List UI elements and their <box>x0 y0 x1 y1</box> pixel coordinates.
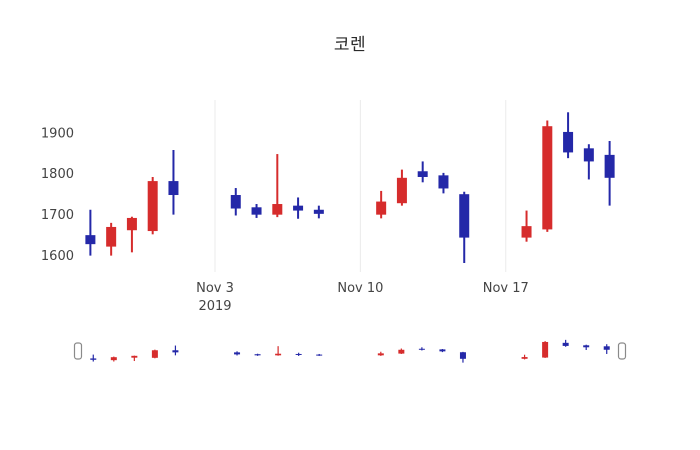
candle-body <box>604 154 615 178</box>
candle-mini <box>603 344 610 354</box>
candle-mini <box>377 351 384 356</box>
candle-body <box>147 181 158 232</box>
candle-body <box>603 346 610 350</box>
candle-body <box>151 350 158 358</box>
candle-body <box>583 345 590 348</box>
candle <box>251 204 262 218</box>
candle-mini <box>521 354 528 360</box>
candle-body <box>272 204 283 215</box>
candle-mini <box>316 353 323 356</box>
candle <box>604 140 615 206</box>
candle-body <box>110 357 117 361</box>
candle-body <box>459 352 466 359</box>
candle-body <box>293 205 304 211</box>
candle <box>313 205 324 219</box>
candle-mini <box>459 351 466 363</box>
candle-body <box>168 181 179 196</box>
candle-mini <box>398 348 405 354</box>
candle-body <box>542 126 553 230</box>
candle-body <box>126 217 137 231</box>
candle <box>147 176 158 235</box>
candle-body <box>316 354 323 356</box>
candle-body <box>295 353 302 355</box>
candle-body <box>542 341 549 358</box>
candle-body <box>563 131 574 153</box>
candle-body <box>234 352 241 355</box>
candle <box>126 216 137 253</box>
candle-body <box>377 353 384 356</box>
rangeslider-track[interactable] <box>78 334 622 368</box>
candle-body <box>562 342 569 346</box>
plot-area[interactable] <box>80 92 620 280</box>
candle-body <box>459 194 470 238</box>
candle-mini <box>542 341 549 358</box>
candle-body <box>313 209 324 214</box>
candle-body <box>521 226 532 238</box>
candle <box>438 172 449 194</box>
x-tick-label: Nov 10 <box>337 281 383 296</box>
candle-body <box>172 350 179 353</box>
candle <box>230 188 241 216</box>
candle-mini <box>90 354 97 362</box>
y-tick-label: 1700 <box>41 208 74 223</box>
candle-body <box>376 201 387 215</box>
candle <box>542 120 553 232</box>
candle <box>376 190 387 219</box>
candle <box>521 210 532 242</box>
candle-body <box>251 207 262 215</box>
candle-mini <box>275 346 282 356</box>
candle <box>168 149 179 215</box>
candle-mini <box>562 339 569 347</box>
y-tick-label: 1800 <box>41 167 74 182</box>
candle-body <box>418 348 425 350</box>
candle-mini <box>172 345 179 356</box>
candle-body <box>521 357 528 359</box>
candle <box>106 222 117 256</box>
x-tick-label: Nov 17 <box>483 281 529 296</box>
candle-mini <box>439 349 446 353</box>
chart-title: 코렌 <box>333 35 367 55</box>
candle <box>459 191 470 263</box>
candle-body <box>90 358 97 360</box>
candle-body <box>254 354 261 356</box>
rangeslider-handle-left[interactable] <box>73 342 83 360</box>
candle-body <box>438 175 449 189</box>
candle-mini <box>151 349 158 359</box>
candle-mini <box>295 352 302 356</box>
candle-body <box>85 235 96 245</box>
candle <box>272 154 283 218</box>
candle-body <box>417 171 428 177</box>
candle-body <box>398 349 405 354</box>
candle-mini <box>583 344 590 351</box>
candle <box>396 169 407 206</box>
y-tick-label: 1900 <box>41 126 74 141</box>
candle <box>583 144 594 180</box>
candle-mini <box>254 353 261 356</box>
candle-mini <box>234 351 241 356</box>
candle <box>563 112 574 159</box>
candle-body <box>106 226 117 247</box>
candle <box>85 209 96 256</box>
candle <box>417 161 428 183</box>
candle-body <box>230 195 241 209</box>
x-tick-label: Nov 3 <box>196 281 234 296</box>
candle <box>293 197 304 219</box>
candle-body <box>275 353 282 356</box>
candle-mini <box>131 355 138 362</box>
candle-mini <box>418 347 425 351</box>
candle-mini <box>110 356 117 362</box>
candle-body <box>131 355 138 358</box>
rangeslider-handle-right[interactable] <box>617 342 627 360</box>
y-tick-label: 1600 <box>41 249 74 264</box>
candle-body <box>583 148 594 162</box>
x-tick-sublabel: 2019 <box>198 299 231 314</box>
candle-body <box>396 177 407 204</box>
candle-body <box>439 349 446 352</box>
